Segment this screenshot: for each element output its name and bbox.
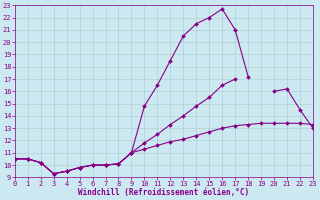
X-axis label: Windchill (Refroidissement éolien,°C): Windchill (Refroidissement éolien,°C) <box>78 188 249 197</box>
